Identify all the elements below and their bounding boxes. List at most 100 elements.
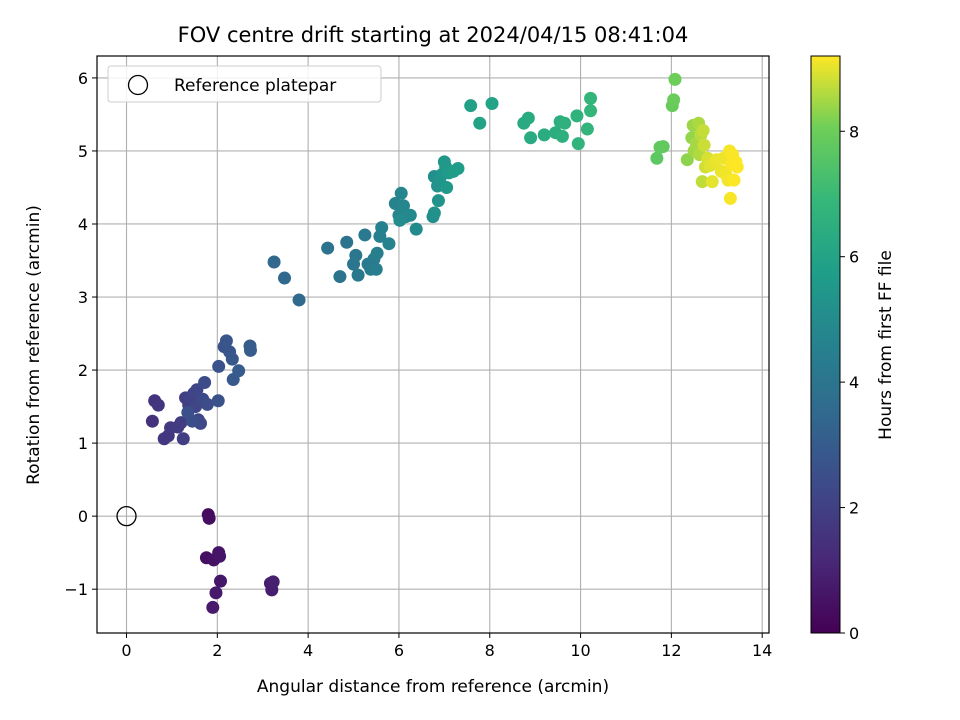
- grid: [97, 56, 769, 633]
- scatter-point: [473, 116, 487, 130]
- scatter-point: [570, 109, 584, 123]
- colorbar-label: Hours from first FF file: [876, 250, 896, 440]
- scatter-point: [349, 248, 363, 262]
- y-tick-label: 3: [78, 288, 88, 307]
- legend-box: [107, 65, 382, 103]
- scatter-point: [521, 111, 535, 125]
- reference-marker: [116, 505, 137, 527]
- x-tick-label: 12: [661, 641, 681, 660]
- x-axis-ticks: 0 2 4 6 8 10 12 14: [121, 633, 772, 660]
- colorbar-gradient: [810, 55, 841, 634]
- scatter-point: [145, 414, 159, 428]
- y-tick-label: 2: [78, 361, 88, 380]
- scatter-point: [321, 241, 335, 255]
- colorbar-tick-label: 8: [849, 122, 859, 141]
- x-tick-label: 14: [752, 641, 772, 660]
- scatter-point: [200, 397, 214, 411]
- x-axis-label: Angular distance from reference (arcmin): [257, 677, 609, 697]
- scatter-point: [219, 334, 233, 348]
- x-tick-label: 8: [485, 641, 495, 660]
- scatter-point: [431, 194, 445, 208]
- scatter-point: [211, 394, 225, 408]
- scatter-point: [524, 131, 538, 145]
- scatter-point: [427, 206, 441, 220]
- x-tick-label: 4: [303, 641, 313, 660]
- scatter-point: [243, 343, 257, 357]
- scatter-point: [584, 91, 598, 105]
- scatter-point: [440, 180, 454, 194]
- scatter-point: [232, 364, 246, 378]
- y-axis-label: Rotation from reference (arcmin): [24, 205, 44, 485]
- legend-marker: [127, 74, 149, 96]
- scatter-point: [225, 352, 239, 366]
- x-tick-label: 0: [121, 641, 131, 660]
- scatter-point: [650, 151, 664, 165]
- y-tick-label: 5: [78, 142, 88, 161]
- scatter-point: [151, 398, 165, 412]
- scatter-point: [198, 375, 212, 389]
- scatter-point: [580, 122, 594, 136]
- scatter-point: [358, 228, 372, 242]
- scatter-point: [174, 416, 188, 430]
- scatter-point: [267, 255, 281, 269]
- scatter-point: [485, 96, 499, 110]
- colorbar-tick-label: 4: [849, 373, 859, 392]
- scatter-point: [680, 153, 694, 167]
- colorbar-ticks: 0 2 4 6 8: [840, 122, 859, 643]
- scatter-points: [145, 72, 744, 614]
- legend-label: Reference platepar: [174, 76, 336, 96]
- x-tick-label: 6: [394, 641, 404, 660]
- scatter-point: [656, 140, 670, 154]
- scatter-point: [176, 432, 190, 446]
- scatter-point: [370, 246, 384, 260]
- scatter-point: [202, 511, 216, 525]
- scatter-point: [278, 271, 292, 285]
- scatter-point: [403, 208, 417, 222]
- scatter-point: [369, 262, 383, 276]
- scatter-point: [705, 175, 719, 189]
- legend: Reference platepar: [107, 65, 382, 103]
- scatter-point: [393, 213, 407, 227]
- scatter-point: [181, 405, 195, 419]
- scatter-point: [382, 237, 396, 251]
- x-tick-label: 2: [212, 641, 222, 660]
- scatter-point: [214, 574, 228, 588]
- colorbar: 0 2 4 6 8 Hours from first FF file: [810, 55, 896, 643]
- scatter-point: [555, 129, 569, 143]
- scatter-point: [340, 235, 354, 249]
- y-tick-label: 6: [78, 69, 88, 88]
- scatter-point: [668, 72, 682, 86]
- y-tick-label: −1: [64, 580, 88, 599]
- plot-frame: [96, 55, 770, 634]
- scatter-point: [206, 600, 220, 614]
- scatter-point: [696, 123, 710, 137]
- scatter-point: [727, 173, 741, 187]
- scatter-point: [212, 359, 226, 373]
- scatter-point: [464, 99, 478, 113]
- colorbar-tick-label: 0: [849, 624, 859, 643]
- scatter-point: [396, 199, 410, 213]
- scatter-point: [451, 161, 465, 175]
- chart-title: FOV centre drift starting at 2024/04/15 …: [178, 23, 689, 47]
- scatter-point: [292, 293, 306, 307]
- scatter-point: [697, 138, 711, 152]
- scatter-point: [537, 128, 551, 142]
- x-tick-label: 10: [570, 641, 590, 660]
- y-tick-label: 4: [78, 215, 88, 234]
- y-tick-label: 0: [78, 507, 88, 526]
- y-axis-ticks: −1 0 1 2 3 4 5 6: [64, 69, 97, 599]
- scatter-point: [584, 104, 598, 118]
- scatter-point: [558, 116, 572, 130]
- scatter-point: [409, 222, 423, 236]
- scatter-point: [723, 191, 737, 205]
- scatter-point: [667, 93, 681, 107]
- reference-point: [116, 505, 137, 527]
- scatter-point: [571, 137, 585, 151]
- colorbar-tick-label: 2: [849, 499, 859, 518]
- scatter-point: [266, 575, 280, 589]
- scatter-point: [213, 549, 227, 563]
- colorbar-tick-label: 6: [849, 248, 859, 267]
- scatter-point: [209, 586, 223, 600]
- scatter-point: [695, 175, 709, 189]
